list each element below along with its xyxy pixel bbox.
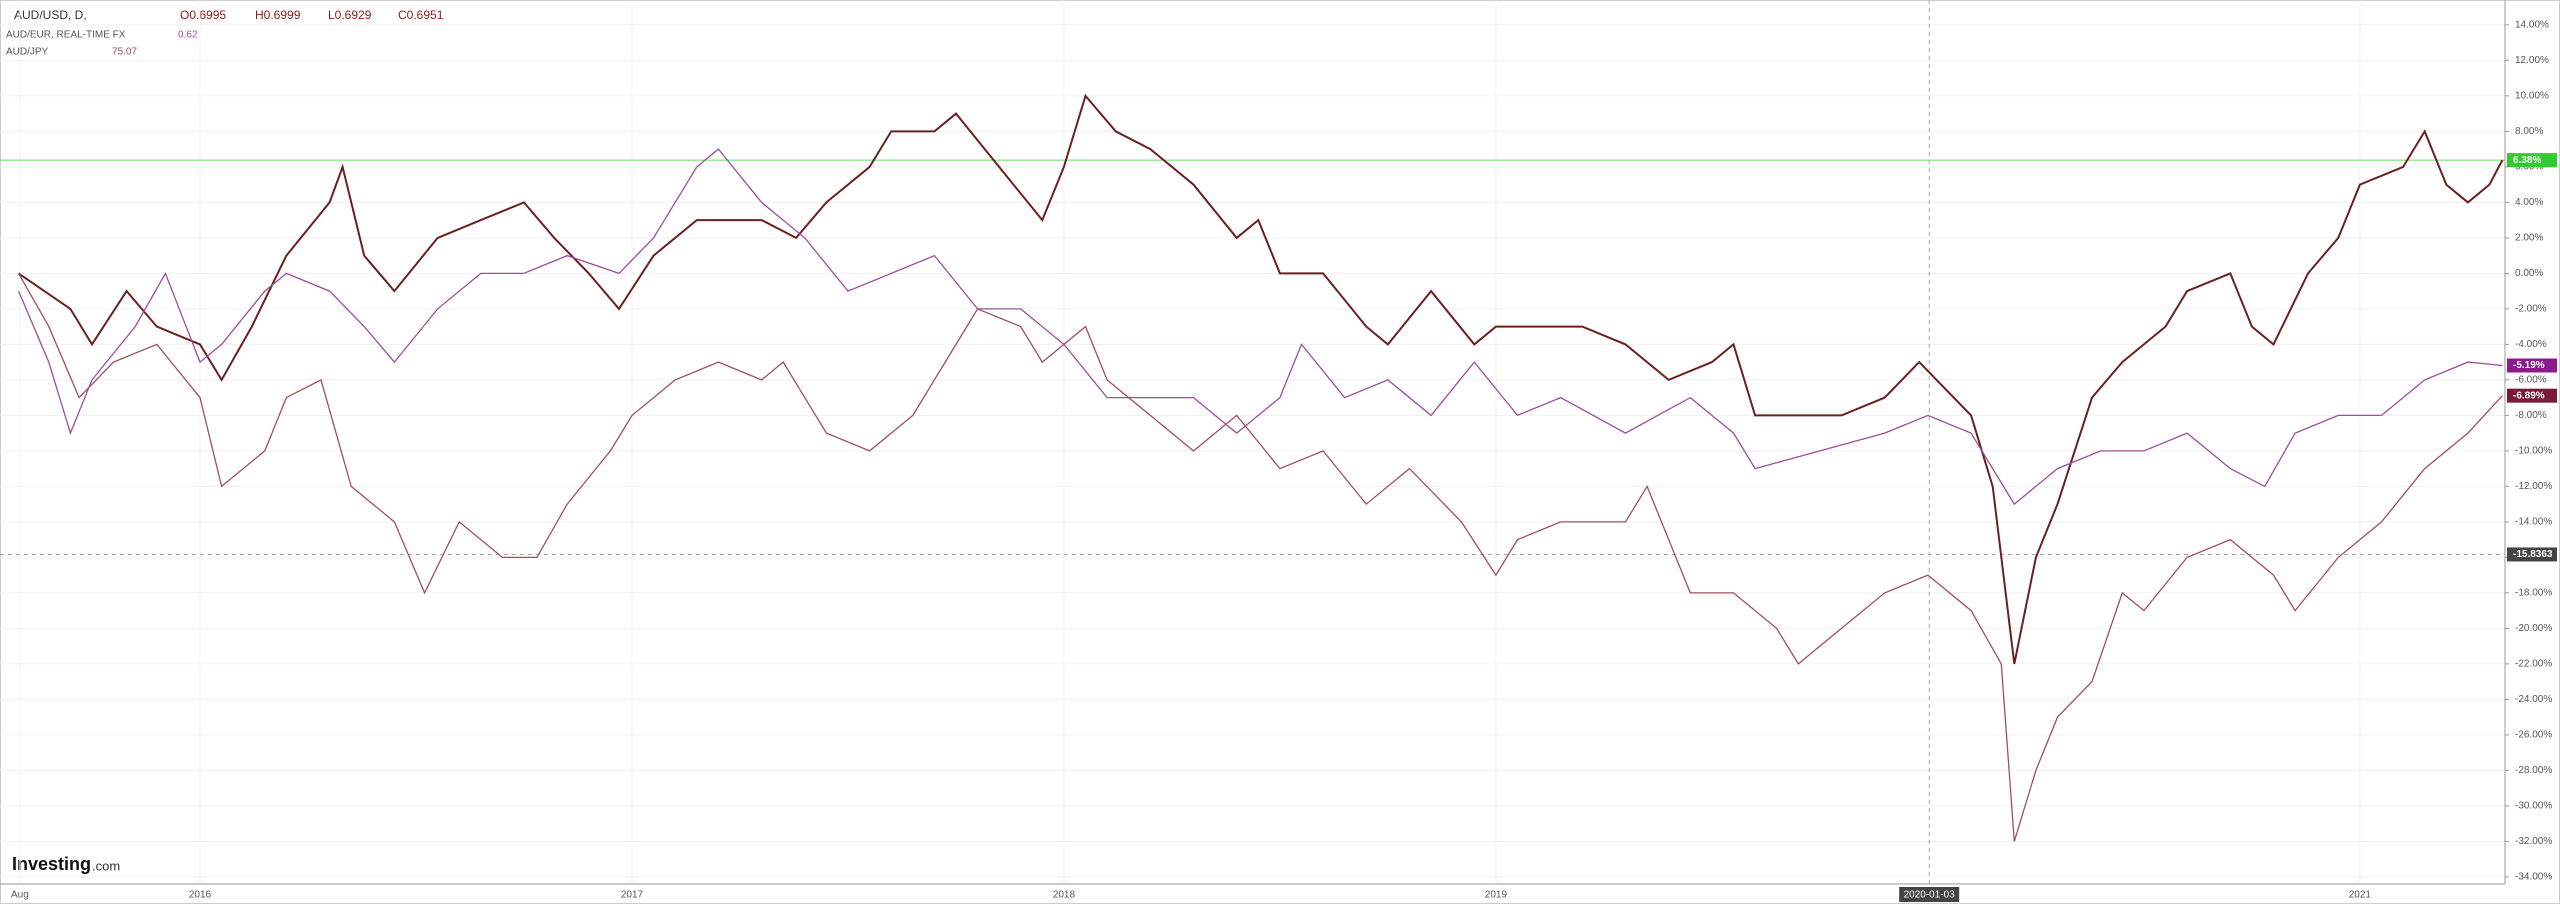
x-tick-label: 2017	[621, 890, 644, 901]
low: L0.6929	[328, 8, 372, 22]
y-tick-label: 8.00%	[2515, 126, 2543, 137]
y-tick-label: -8.00%	[2515, 410, 2547, 421]
y-tick-label: -20.00%	[2515, 623, 2552, 634]
price-label-box	[2507, 547, 2557, 562]
legend-readout: 75.07	[112, 47, 137, 58]
price-label: 6.38%	[2513, 155, 2541, 166]
y-tick-label: -22.00%	[2515, 659, 2552, 670]
y-tick-label: -12.00%	[2515, 481, 2552, 492]
price-label-box	[2507, 153, 2557, 168]
y-tick-label: -24.00%	[2515, 694, 2552, 705]
y-tick-label: -10.00%	[2515, 446, 2552, 457]
y-tick-label: -14.00%	[2515, 517, 2552, 528]
x-tick-label: Aug	[11, 890, 29, 901]
y-tick-label: -18.00%	[2515, 588, 2552, 599]
x-tick-label: 2019	[1485, 890, 1508, 901]
y-tick-label: 12.00%	[2515, 55, 2549, 66]
symbol: AUD/USD, D,	[14, 8, 87, 22]
series-line	[18, 93, 2504, 665]
y-tick-label: 14.00%	[2515, 19, 2549, 30]
y-tick-label: -30.00%	[2515, 801, 2552, 812]
logo-suffix: .com	[92, 858, 120, 873]
y-tick-label: 10.00%	[2515, 90, 2549, 101]
price-label: -5.19%	[2513, 360, 2545, 371]
series-line	[18, 273, 2503, 842]
series-line	[18, 148, 2503, 506]
logo: Investing	[12, 854, 91, 874]
y-tick-label: -6.00%	[2515, 375, 2547, 386]
price-label: -6.89%	[2513, 390, 2545, 401]
y-tick-label: -4.00%	[2515, 339, 2547, 350]
close: C0.6951	[398, 8, 444, 22]
y-tick-label: 0.00%	[2515, 268, 2543, 279]
x-tick-label: 2016	[189, 890, 212, 901]
y-tick-label: -26.00%	[2515, 730, 2552, 741]
y-tick-label: -28.00%	[2515, 765, 2552, 776]
x-tick-label: 2021	[2349, 890, 2372, 901]
y-tick-label: 4.00%	[2515, 197, 2543, 208]
y-tick-label: -32.00%	[2515, 836, 2552, 847]
price-label: -15.8363	[2513, 549, 2553, 560]
open: O0.6995	[180, 8, 226, 22]
price-label-box	[2507, 358, 2557, 373]
legend-entry: AUD/EUR, REAL-TIME FX	[6, 30, 126, 41]
legend-readout: 0.62	[178, 30, 198, 41]
y-tick-label: -2.00%	[2515, 304, 2547, 315]
x-tick-label: 2018	[1053, 890, 1076, 901]
legend-entry: AUD/JPY	[6, 47, 49, 58]
crosshair-x-label: 2020-01-03	[1904, 890, 1956, 901]
crosshair-x-box	[1899, 887, 1960, 902]
price-label-box	[2507, 388, 2557, 403]
y-tick-label: 2.00%	[2515, 233, 2543, 244]
high: H0.6999	[255, 8, 301, 22]
y-tick-label: -34.00%	[2515, 872, 2552, 883]
